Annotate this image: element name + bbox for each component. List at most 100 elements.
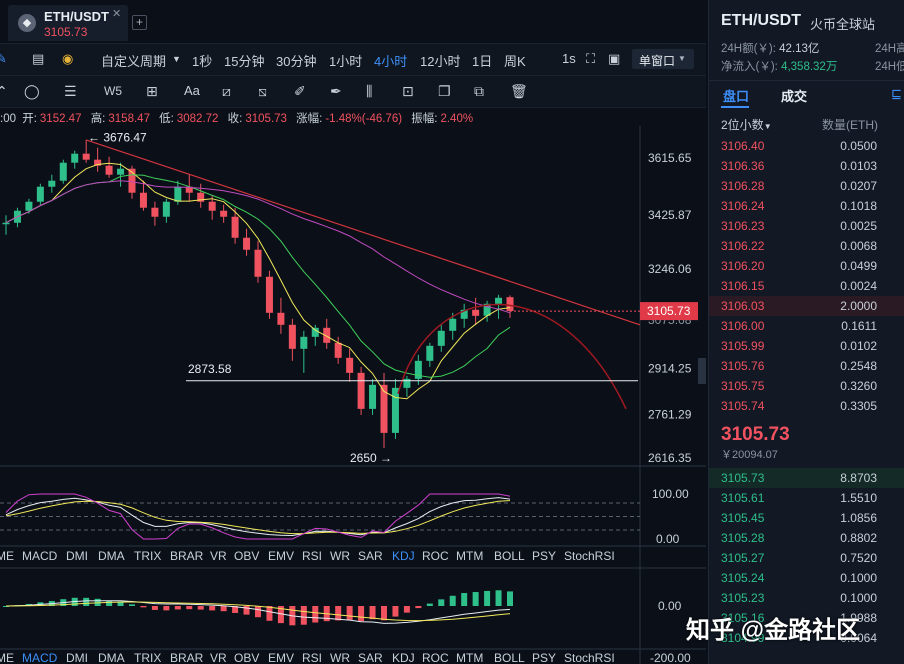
indicator-tab-boll[interactable]: BOLL (494, 651, 525, 664)
ellipse-tool-icon[interactable]: ◯ (24, 83, 40, 99)
bid-row[interactable]: 3105.28 0.8802 (709, 528, 904, 548)
bid-row[interactable]: 3105.73 8.8703 (709, 468, 904, 488)
indicator-tab-wr[interactable]: WR (330, 651, 350, 664)
indicator-tab-dma[interactable]: DMA (98, 549, 125, 563)
period-week[interactable]: 周K (504, 54, 526, 69)
indicator-tab-rsi[interactable]: RSI (302, 549, 323, 563)
layers-icon[interactable]: ⧉ (474, 83, 484, 99)
text-tool-icon[interactable]: Aa (184, 83, 200, 98)
indicator-tab-me[interactable]: ME (0, 651, 14, 664)
indicator-tab-dmi[interactable]: DMI (66, 549, 88, 563)
indicator-tab-me[interactable]: ME (0, 549, 14, 563)
indicator-tab-rsi[interactable]: RSI (302, 651, 323, 664)
chevron-up-icon[interactable]: ⌃ (0, 83, 8, 99)
indicator-tab-sar[interactable]: SAR (358, 651, 383, 664)
indicator-tab-boll[interactable]: BOLL (494, 549, 525, 563)
indicator-tab-emv[interactable]: EMV (268, 549, 295, 563)
interval-select[interactable]: 1s (562, 51, 576, 66)
lines-tool-icon[interactable]: ☰ (64, 83, 77, 99)
indicator-tab-dma[interactable]: DMA (98, 651, 125, 664)
ask-row[interactable]: 3106.40 0.0500 (709, 136, 904, 156)
indicator-tab-dmi[interactable]: DMI (66, 651, 88, 664)
bid-row[interactable]: 3105.23 0.1000 (709, 588, 904, 608)
ask-row[interactable]: 3106.20 0.0499 (709, 256, 904, 276)
indicator-tab-trix[interactable]: TRIX (134, 651, 162, 664)
menu-icon[interactable]: ⊑ (891, 86, 902, 101)
precision-select[interactable]: 2位小数▼ (721, 118, 772, 132)
period-1d[interactable]: 1日 (472, 54, 493, 69)
ask-row[interactable]: 3106.00 0.1611 (709, 316, 904, 336)
indicator-tab-vr[interactable]: VR (210, 651, 227, 664)
clock-icon[interactable]: ◉ (62, 51, 74, 66)
indicator-tab-kdj[interactable]: KDJ (392, 651, 415, 664)
indicator-tab-roc[interactable]: ROC (422, 549, 449, 563)
custom-period-select[interactable]: 自定义周期 (101, 54, 167, 69)
ask-row[interactable]: 3105.74 0.3305 (709, 396, 904, 416)
ask-row[interactable]: 3105.99 0.0102 (709, 336, 904, 356)
y-tick-label: 2914.25 (648, 362, 692, 376)
indicator-tab-obv[interactable]: OBV (234, 549, 260, 563)
bid-row[interactable]: 3105.45 1.0856 (709, 508, 904, 528)
tab-orderbook[interactable]: 盘口 (723, 89, 750, 104)
period-1h[interactable]: 1小时 (329, 54, 363, 69)
ask-row[interactable]: 3106.24 0.1018 (709, 196, 904, 216)
period-30m[interactable]: 30分钟 (276, 54, 317, 69)
period-12h[interactable]: 12小时 (420, 54, 461, 69)
indicator-tab-emv[interactable]: EMV (268, 651, 295, 664)
period-1s[interactable]: 1秒 (192, 54, 213, 69)
calendar-icon[interactable]: ▤ (32, 51, 45, 66)
indicator-tab-macd[interactable]: MACD (22, 651, 58, 664)
fullscreen-icon[interactable]: ⛶ (586, 51, 596, 66)
period-15m[interactable]: 15分钟 (224, 54, 265, 69)
magnet-icon[interactable]: ⧄ (222, 83, 231, 99)
indicator-tab-mtm[interactable]: MTM (456, 651, 484, 664)
ruler-icon[interactable]: ✐ (294, 83, 306, 99)
wave-tool-icon[interactable]: W5 (104, 84, 122, 98)
ask-row[interactable]: 3105.75 0.3260 (709, 376, 904, 396)
close-icon[interactable]: ✕ (112, 8, 122, 20)
trash-icon[interactable]: 🗑 (510, 83, 528, 99)
pencil-icon[interactable]: ✎ (0, 51, 7, 66)
indicator-tab-obv[interactable]: OBV (234, 651, 260, 664)
indicator-tab-vr[interactable]: VR (210, 549, 227, 563)
add-tab-button[interactable]: + (132, 15, 147, 30)
candle-tool-icon[interactable]: ⫼ (366, 83, 373, 99)
chevron-down-icon[interactable]: ▼ (172, 54, 181, 64)
period-4h[interactable]: 4小时 (374, 54, 408, 69)
screenshot-icon[interactable]: ▣ (608, 51, 621, 66)
bid-row[interactable]: 3105.16 1.9988 (709, 608, 904, 628)
window-mode-select[interactable]: 单窗口 ▼ (632, 49, 694, 69)
lock-icon[interactable]: ⊡ (402, 83, 414, 99)
bid-row[interactable]: 3105.61 1.5510 (709, 488, 904, 508)
ask-row[interactable]: 3106.23 0.0025 (709, 216, 904, 236)
ask-row[interactable]: 3106.03 2.0000 (709, 296, 904, 316)
bid-row[interactable]: 3105.27 0.7520 (709, 548, 904, 568)
ask-row[interactable]: 3106.15 0.0024 (709, 276, 904, 296)
indicator-tab-brar[interactable]: BRAR (170, 651, 204, 664)
indicator-tab-trix[interactable]: TRIX (134, 549, 162, 563)
magnet-strong-icon[interactable]: ⧅ (258, 83, 267, 99)
bid-row[interactable]: 3105.24 0.1000 (709, 568, 904, 588)
indicator-tab-mtm[interactable]: MTM (456, 549, 484, 563)
pen-icon[interactable]: ✒ (330, 83, 342, 99)
ask-row[interactable]: 3106.22 0.0068 (709, 236, 904, 256)
copy-icon[interactable]: ❐ (438, 83, 451, 99)
indicator-tab-brar[interactable]: BRAR (170, 549, 204, 563)
ask-row[interactable]: 3106.36 0.0103 (709, 156, 904, 176)
symbol-tab[interactable]: ◆ ETH/USDT 3105.73 ✕ (8, 5, 128, 41)
indicator-tab-psy[interactable]: PSY (532, 651, 557, 664)
indicator-tab-stochrsi[interactable]: StochRSI (564, 651, 615, 664)
ask-row[interactable]: 3105.76 0.2548 (709, 356, 904, 376)
indicator-tab-stochrsi[interactable]: StochRSI (564, 549, 615, 563)
indicator-tab-macd[interactable]: MACD (22, 549, 58, 563)
tab-trades[interactable]: 成交 (781, 89, 808, 104)
indicator-tab-wr[interactable]: WR (330, 549, 350, 563)
indicator-tab-kdj[interactable]: KDJ (392, 549, 415, 563)
indicator-tab-roc[interactable]: ROC (422, 651, 449, 664)
price-chart[interactable]: 3615.65 3425.87 3246.06 2914.25 2761.29 2616.… (0, 126, 706, 664)
bid-row[interactable]: 3104.99 0.0064 (709, 628, 904, 648)
measure-tool-icon[interactable]: ⊞ (146, 83, 158, 99)
ask-row[interactable]: 3106.28 0.0207 (709, 176, 904, 196)
indicator-tab-psy[interactable]: PSY (532, 549, 557, 563)
indicator-tab-sar[interactable]: SAR (358, 549, 383, 563)
